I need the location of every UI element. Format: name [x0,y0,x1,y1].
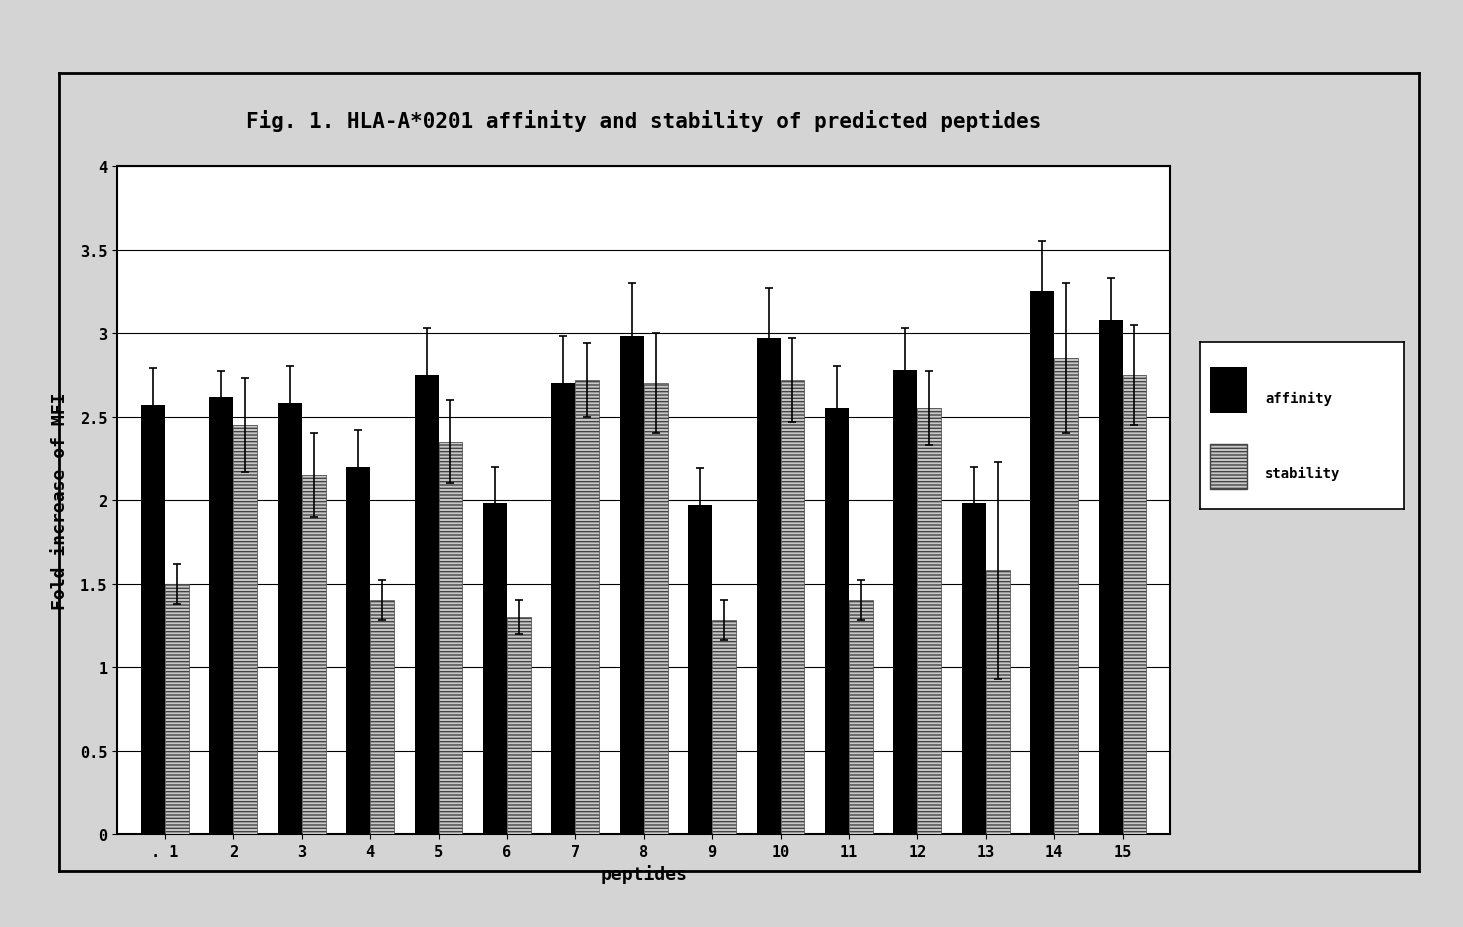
Bar [961,504,986,834]
Bar [688,505,712,834]
Bar [506,617,531,834]
Bar [233,425,257,834]
Bar [370,601,394,834]
Bar [620,337,644,834]
Text: Fig. 1. HLA-A*0201 affinity and stability of predicted peptides: Fig. 1. HLA-A*0201 affinity and stabilit… [246,109,1042,132]
Bar [301,476,326,834]
Y-axis label: Fold increase of MFI: Fold increase of MFI [51,392,69,609]
Bar [552,384,575,834]
Bar [347,467,370,834]
Bar [209,397,233,834]
Bar [165,584,189,834]
X-axis label: peptides: peptides [600,865,688,883]
Bar [1030,292,1055,834]
Bar [917,409,941,834]
Bar [1099,321,1122,834]
Bar [986,571,1009,834]
Text: stability: stability [1265,466,1340,480]
Bar [1122,375,1147,834]
Bar [894,371,917,834]
Bar [781,380,805,834]
Bar [849,601,873,834]
Bar [140,405,165,834]
Bar [414,375,439,834]
Bar [825,409,849,834]
Bar [575,380,600,834]
Bar [644,384,667,834]
Bar [1210,368,1246,413]
Bar [1055,359,1078,834]
Bar [1210,445,1246,489]
Bar [439,442,462,834]
Bar [756,338,781,834]
Bar [712,621,736,834]
Bar [483,504,506,834]
Text: affinity: affinity [1265,391,1333,405]
Bar [278,404,301,834]
